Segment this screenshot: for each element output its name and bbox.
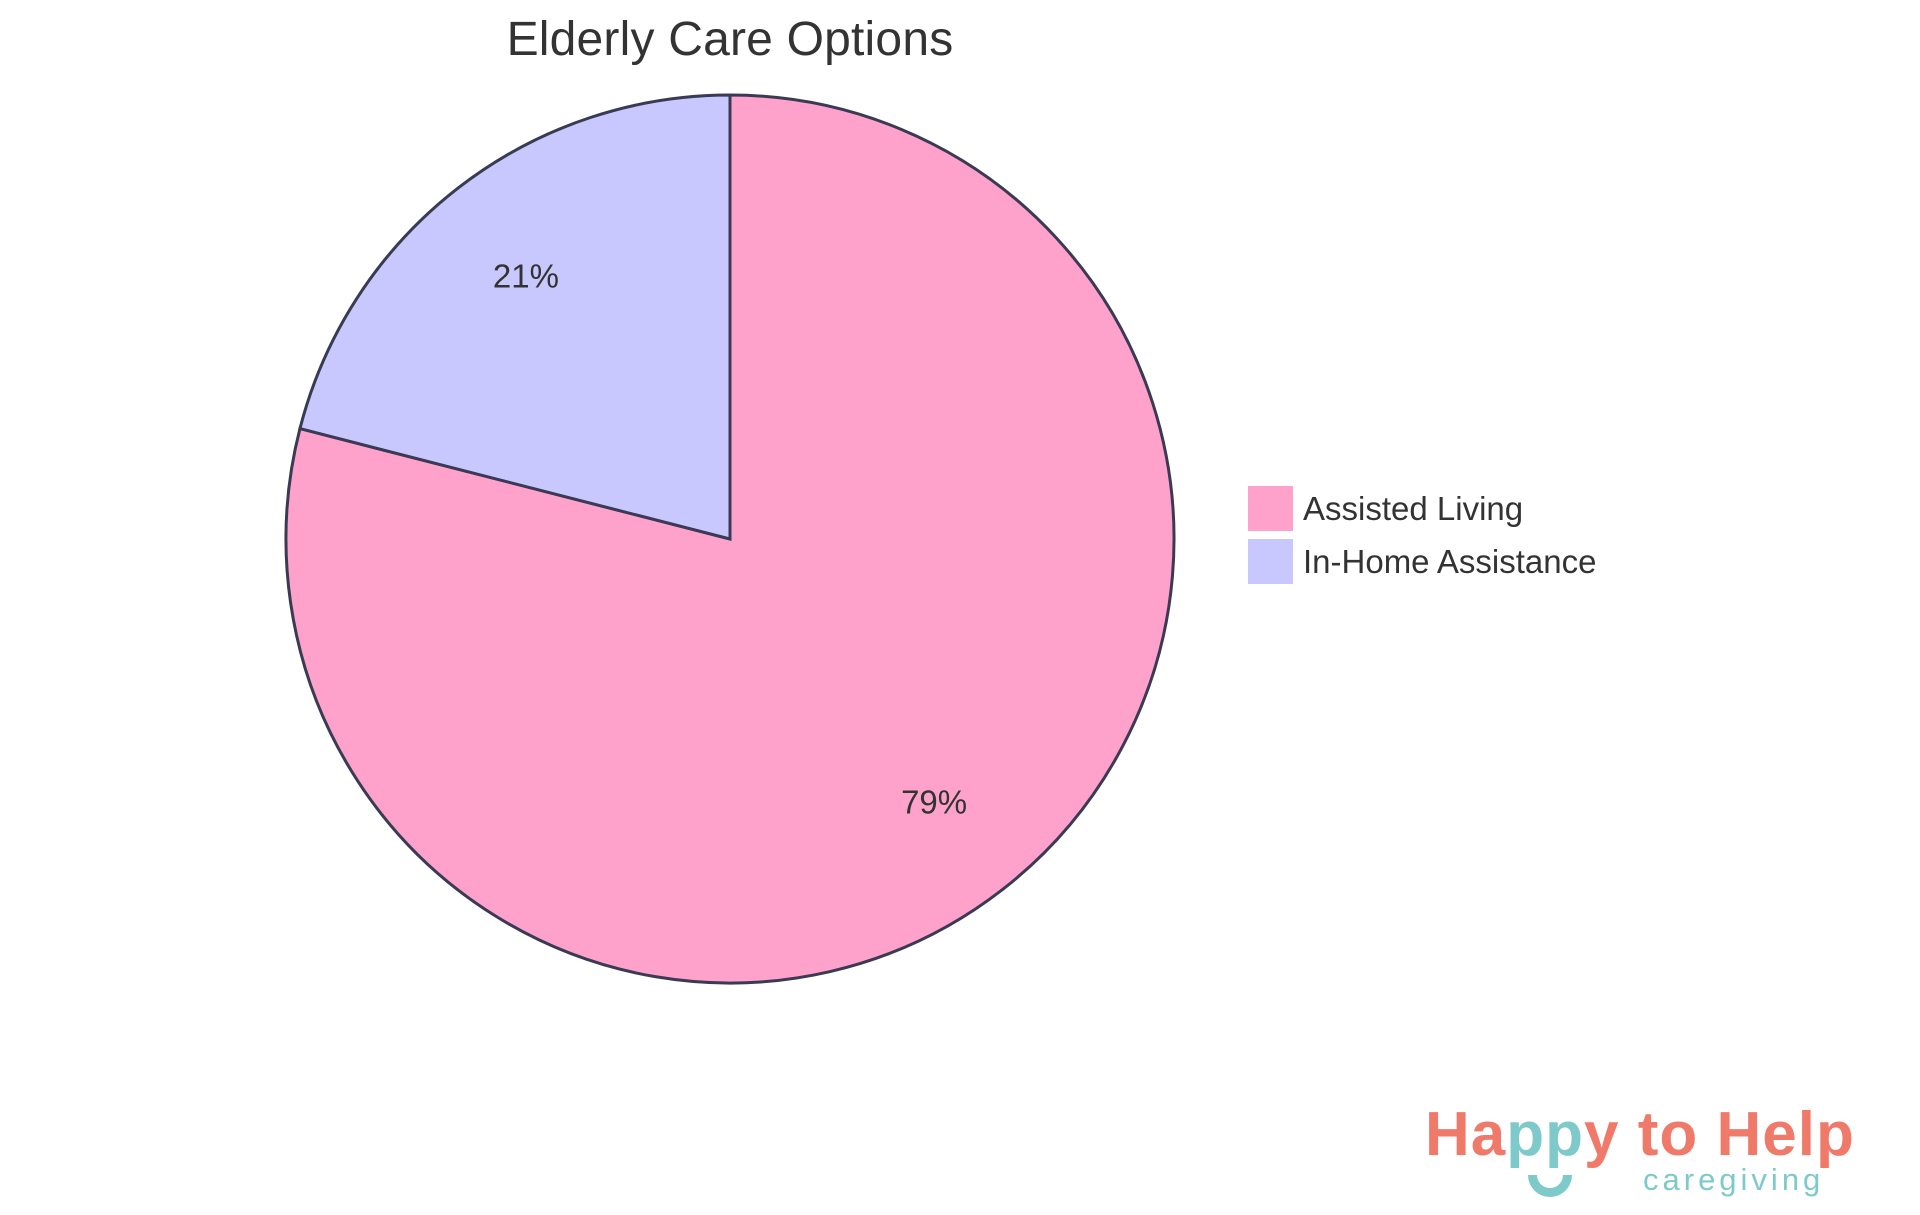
legend-item-assisted-living[interactable]: Assisted Living [1248,486,1596,531]
legend: Assisted Living In-Home Assistance [1248,486,1596,592]
happy-to-help-logo: Happy to Help caregiving [1425,1100,1895,1210]
logo-part: pp [1506,1100,1585,1169]
logo-wordmark: Happy to Help [1425,1100,1855,1170]
pie-slice-percent-label: 79% [901,784,967,821]
pie-slice-in-home-assistance[interactable] [298,93,732,541]
smile-icon [1528,1175,1572,1197]
logo-part: y to Help [1584,1100,1855,1169]
logo-subtitle: caregiving [1643,1162,1825,1197]
legend-swatch [1248,486,1293,531]
pie-slice-percent-label: 21% [493,257,559,294]
legend-label: Assisted Living [1303,489,1524,527]
chart-title: Elderly Care Options [506,13,954,66]
legend-label: In-Home Assistance [1303,542,1597,580]
legend-swatch [1248,539,1293,584]
pie-slice-labels: 79% 21% [493,257,967,820]
pie-slices [284,93,1176,985]
legend-item-in-home-assistance[interactable]: In-Home Assistance [1248,539,1596,584]
logo-part: Ha [1425,1100,1507,1169]
